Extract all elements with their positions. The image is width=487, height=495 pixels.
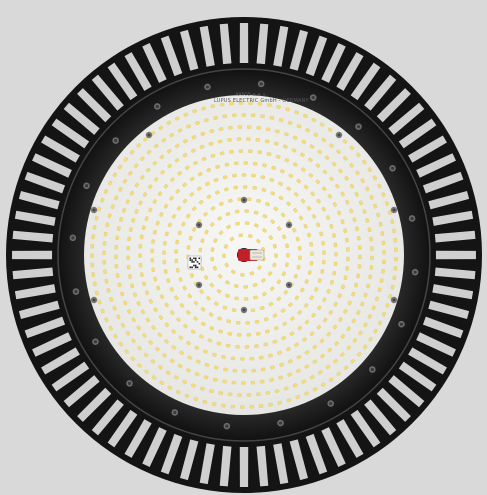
fin-gap bbox=[350, 62, 381, 101]
bezel-screws bbox=[69, 80, 419, 430]
fin-gap bbox=[416, 153, 456, 178]
fin-gap bbox=[124, 419, 152, 458]
fin-gap bbox=[350, 409, 381, 448]
fin-gap bbox=[256, 23, 269, 65]
fin-gap bbox=[273, 25, 289, 67]
fin-gap bbox=[336, 419, 364, 458]
fin-gap bbox=[32, 332, 72, 357]
fin-gap bbox=[364, 399, 397, 436]
fin-gap bbox=[422, 171, 464, 194]
fin-gap bbox=[219, 23, 232, 65]
fin-gap bbox=[180, 29, 199, 71]
led-array bbox=[90, 101, 398, 409]
fin-gap bbox=[388, 375, 425, 408]
fin-gap bbox=[107, 62, 138, 101]
fin-gap bbox=[408, 135, 447, 163]
fin-gap bbox=[14, 210, 56, 226]
fin-gap bbox=[12, 267, 54, 280]
fin-gap bbox=[41, 135, 80, 163]
board-marking-line2: LUPUS ELECTRIC GmbH - GERMANY bbox=[214, 98, 309, 104]
fin-gap bbox=[91, 74, 124, 111]
fin-gap bbox=[160, 433, 183, 475]
fin-gap bbox=[12, 250, 53, 260]
fin-gap bbox=[256, 445, 269, 487]
board-marking-line1: KASCO ⊕ ⊕ ⚠ bbox=[236, 92, 267, 97]
fin-gap bbox=[289, 29, 308, 71]
fin-gap bbox=[107, 409, 138, 448]
fin-gap bbox=[91, 399, 124, 436]
fin-gap bbox=[432, 284, 474, 300]
fin-gap bbox=[336, 52, 364, 91]
fin-gap bbox=[305, 433, 328, 475]
fin-gap bbox=[199, 443, 215, 485]
fin-gap bbox=[273, 443, 289, 485]
fin-gap bbox=[219, 445, 232, 487]
fin-gap bbox=[289, 439, 308, 481]
fin-gap bbox=[32, 153, 72, 178]
fin-gap bbox=[432, 210, 474, 226]
fin-gap bbox=[398, 361, 437, 392]
fin-gap bbox=[51, 361, 90, 392]
fin-gap bbox=[24, 316, 66, 339]
qr-code-sticker bbox=[187, 255, 202, 270]
fin-gap bbox=[18, 191, 60, 210]
fin-gap bbox=[77, 387, 112, 422]
fin-gap bbox=[435, 250, 476, 260]
heatsink-fins bbox=[12, 23, 476, 487]
fin-gap bbox=[160, 35, 183, 77]
board-marking: KASCO ⊕ ⊕ ⚠ LUPUS ELECTRIC GmbH - GERMAN… bbox=[214, 92, 309, 104]
fin-gap bbox=[416, 332, 456, 357]
fin-gap bbox=[63, 102, 100, 135]
fin-gap bbox=[364, 74, 397, 111]
white-connector bbox=[249, 249, 265, 261]
fin-gap bbox=[51, 118, 90, 149]
fin-gap bbox=[239, 23, 249, 64]
fin-gap bbox=[321, 43, 346, 83]
fin-gap bbox=[428, 191, 470, 210]
fin-gap bbox=[388, 102, 425, 135]
board-screws bbox=[90, 131, 398, 314]
fin-gap bbox=[18, 300, 60, 319]
fin-gap bbox=[428, 300, 470, 319]
fin-gap bbox=[422, 316, 464, 339]
fin-gap bbox=[12, 230, 54, 243]
fin-gap bbox=[41, 347, 80, 375]
fin-gap bbox=[63, 375, 100, 408]
fin-gap bbox=[305, 35, 328, 77]
fin-gap bbox=[434, 267, 476, 280]
fin-gap bbox=[408, 347, 447, 375]
fin-gap bbox=[180, 439, 199, 481]
fin-gap bbox=[321, 427, 346, 467]
fin-gap bbox=[376, 387, 411, 422]
fin-gap bbox=[24, 171, 66, 194]
fin-gap bbox=[199, 25, 215, 67]
fin-gap bbox=[398, 118, 437, 149]
fin-gap bbox=[142, 427, 167, 467]
fin-gap bbox=[142, 43, 167, 83]
fin-gap bbox=[124, 52, 152, 91]
fin-gap bbox=[376, 88, 411, 123]
fin-gap bbox=[239, 446, 249, 487]
fin-gap bbox=[77, 88, 112, 123]
fin-gap bbox=[434, 230, 476, 243]
fin-gap bbox=[14, 284, 56, 300]
